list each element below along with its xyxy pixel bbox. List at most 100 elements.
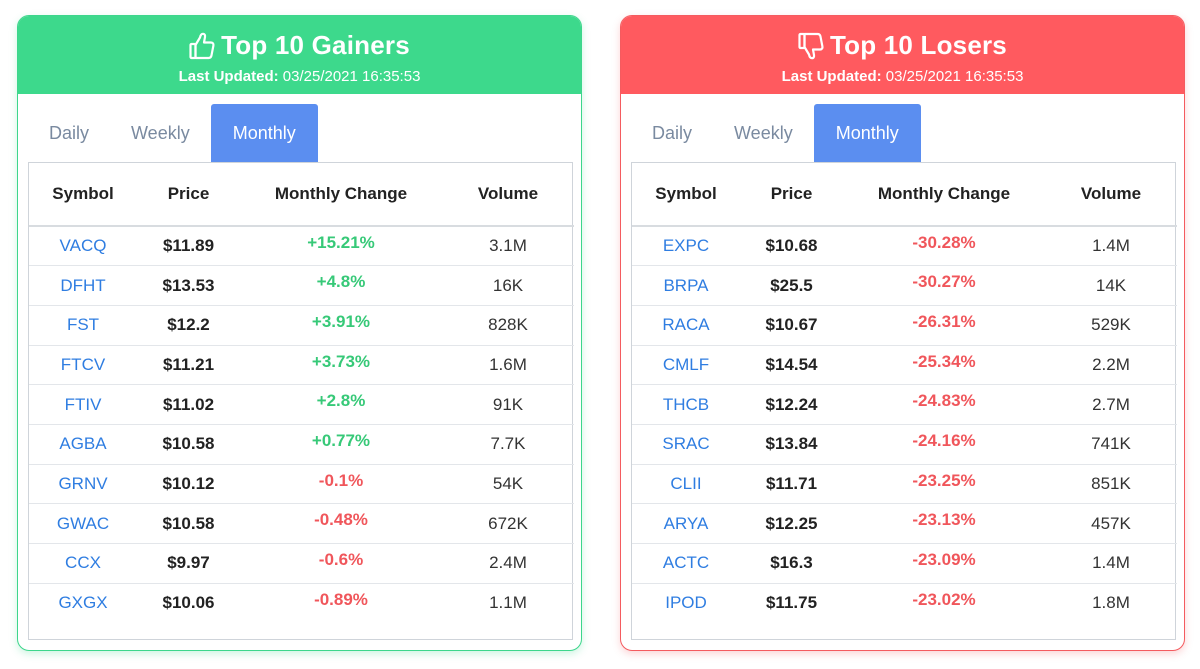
change-cell: +3.73% bbox=[240, 345, 442, 386]
losers-table-container: Symbol Price Monthly Change Volume EXPC $… bbox=[631, 162, 1177, 640]
table-row: AGBA $10.58 +0.77% 7.7K bbox=[29, 424, 574, 465]
symbol-link[interactable]: CLII bbox=[632, 464, 740, 505]
column-header-symbol: Symbol bbox=[29, 163, 137, 227]
table-row: CLII $11.71 -23.25% 851K bbox=[632, 464, 1177, 505]
volume-cell: 54K bbox=[442, 464, 574, 505]
table-row: THCB $12.24 -24.83% 2.7M bbox=[632, 384, 1177, 425]
gainers-card: Top 10 Gainers Last Updated: 03/25/2021 … bbox=[17, 15, 582, 651]
price-cell: $12.25 bbox=[740, 503, 843, 544]
losers-header: Top 10 Losers Last Updated: 03/25/2021 1… bbox=[621, 16, 1184, 94]
symbol-link[interactable]: GXGX bbox=[58, 593, 108, 613]
tab-weekly[interactable]: Weekly bbox=[734, 122, 793, 143]
symbol-link[interactable]: EXPC bbox=[632, 226, 740, 267]
volume-cell: 2.4M bbox=[442, 543, 574, 584]
losers-last-updated: Last Updated: 03/25/2021 16:35:53 bbox=[621, 68, 1184, 85]
symbol-link[interactable]: FTIV bbox=[29, 384, 137, 425]
column-header-price: Price bbox=[137, 163, 240, 227]
price-cell: $10.68 bbox=[740, 226, 843, 267]
change-cell: -0.89% bbox=[314, 589, 368, 609]
price-cell: $11.89 bbox=[137, 226, 240, 267]
table-row: FTCV $11.21 +3.73% 1.6M bbox=[29, 345, 574, 386]
volume-cell: 1.6M bbox=[442, 345, 574, 386]
price-cell: $10.06 bbox=[162, 593, 215, 613]
volume-cell: 2.7M bbox=[1045, 384, 1177, 425]
table-header-row: Symbol Price Monthly Change Volume bbox=[29, 163, 574, 227]
table-row: GWAC $10.58 -0.48% 672K bbox=[29, 503, 574, 544]
table-row: GXGX $10.06 -0.89% 1.1M bbox=[29, 583, 574, 623]
table-row: BRPA $25.5 -30.27% 14K bbox=[632, 265, 1177, 306]
price-cell: $11.71 bbox=[740, 464, 843, 505]
symbol-link[interactable]: GRNV bbox=[29, 464, 137, 505]
price-cell: $10.67 bbox=[740, 305, 843, 346]
table-row: CCX $9.97 -0.6% 2.4M bbox=[29, 543, 574, 584]
symbol-link[interactable]: GWAC bbox=[29, 503, 137, 544]
volume-cell: 2.2M bbox=[1045, 345, 1177, 386]
symbol-link[interactable]: RACA bbox=[632, 305, 740, 346]
symbol-link[interactable]: AGBA bbox=[29, 424, 137, 465]
gainers-header: Top 10 Gainers Last Updated: 03/25/2021 … bbox=[18, 16, 581, 94]
tab-daily[interactable]: Daily bbox=[652, 122, 693, 143]
price-cell: $9.97 bbox=[137, 543, 240, 584]
tab-daily[interactable]: Daily bbox=[49, 122, 90, 143]
table-row: CMLF $14.54 -25.34% 2.2M bbox=[632, 345, 1177, 386]
price-cell: $10.12 bbox=[137, 464, 240, 505]
price-cell: $11.02 bbox=[137, 384, 240, 425]
tab-weekly[interactable]: Weekly bbox=[131, 122, 190, 143]
volume-cell: 3.1M bbox=[442, 226, 574, 267]
price-cell: $12.24 bbox=[740, 384, 843, 425]
symbol-link[interactable]: DFHT bbox=[29, 265, 137, 306]
price-cell: $13.53 bbox=[137, 265, 240, 306]
symbol-link[interactable]: CMLF bbox=[632, 345, 740, 386]
change-cell: -30.28% bbox=[843, 226, 1045, 267]
change-cell: -23.02% bbox=[912, 589, 976, 609]
gainers-table: Symbol Price Monthly Change Volume VACQ $… bbox=[29, 163, 574, 623]
table-header-row: Symbol Price Monthly Change Volume bbox=[632, 163, 1177, 227]
change-cell: +2.8% bbox=[240, 384, 442, 425]
change-cell: +15.21% bbox=[240, 226, 442, 267]
price-cell: $25.5 bbox=[740, 265, 843, 306]
volume-cell: 14K bbox=[1045, 265, 1177, 306]
gainers-title: Top 10 Gainers bbox=[221, 30, 410, 60]
column-header-volume: Volume bbox=[442, 163, 574, 227]
losers-table: Symbol Price Monthly Change Volume EXPC $… bbox=[632, 163, 1177, 623]
thumbs-down-icon bbox=[798, 32, 824, 60]
column-header-symbol: Symbol bbox=[632, 163, 740, 227]
tab-monthly[interactable]: Monthly bbox=[210, 104, 318, 162]
column-header-change: Monthly Change bbox=[843, 163, 1045, 227]
gainers-title-row: Top 10 Gainers bbox=[18, 16, 581, 66]
price-cell: $11.75 bbox=[765, 593, 818, 613]
last-updated-label: Last Updated: bbox=[178, 68, 279, 85]
symbol-link[interactable]: IPOD bbox=[665, 593, 707, 613]
symbol-link[interactable]: ACTC bbox=[632, 543, 740, 584]
symbol-link[interactable]: VACQ bbox=[29, 226, 137, 267]
volume-cell: 1.8M bbox=[1092, 593, 1130, 613]
change-cell: -26.31% bbox=[843, 305, 1045, 346]
gainers-tabs: Daily Weekly Monthly bbox=[28, 102, 318, 162]
price-cell: $14.54 bbox=[740, 345, 843, 386]
table-row: ACTC $16.3 -23.09% 1.4M bbox=[632, 543, 1177, 584]
change-cell: -30.27% bbox=[843, 265, 1045, 306]
table-row: GRNV $10.12 -0.1% 54K bbox=[29, 464, 574, 505]
volume-cell: 1.4M bbox=[1045, 543, 1177, 584]
change-cell: -23.13% bbox=[843, 503, 1045, 544]
symbol-link[interactable]: FST bbox=[29, 305, 137, 346]
last-updated-value: 03/25/2021 16:35:53 bbox=[278, 68, 421, 85]
symbol-link[interactable]: THCB bbox=[632, 384, 740, 425]
change-cell: -0.1% bbox=[240, 464, 442, 505]
volume-cell: 529K bbox=[1045, 305, 1177, 346]
volume-cell: 16K bbox=[442, 265, 574, 306]
table-row: VACQ $11.89 +15.21% 3.1M bbox=[29, 226, 574, 267]
tab-monthly[interactable]: Monthly bbox=[813, 104, 921, 162]
change-cell: -0.48% bbox=[240, 503, 442, 544]
symbol-link[interactable]: ARYA bbox=[632, 503, 740, 544]
symbol-link[interactable]: CCX bbox=[29, 543, 137, 584]
change-cell: -23.09% bbox=[843, 543, 1045, 584]
symbol-link[interactable]: FTCV bbox=[29, 345, 137, 386]
change-cell: +0.77% bbox=[240, 424, 442, 465]
change-cell: -0.6% bbox=[240, 543, 442, 584]
table-row: RACA $10.67 -26.31% 529K bbox=[632, 305, 1177, 346]
change-cell: +3.91% bbox=[240, 305, 442, 346]
symbol-link[interactable]: SRAC bbox=[632, 424, 740, 465]
symbol-link[interactable]: BRPA bbox=[632, 265, 740, 306]
price-cell: $16.3 bbox=[740, 543, 843, 584]
